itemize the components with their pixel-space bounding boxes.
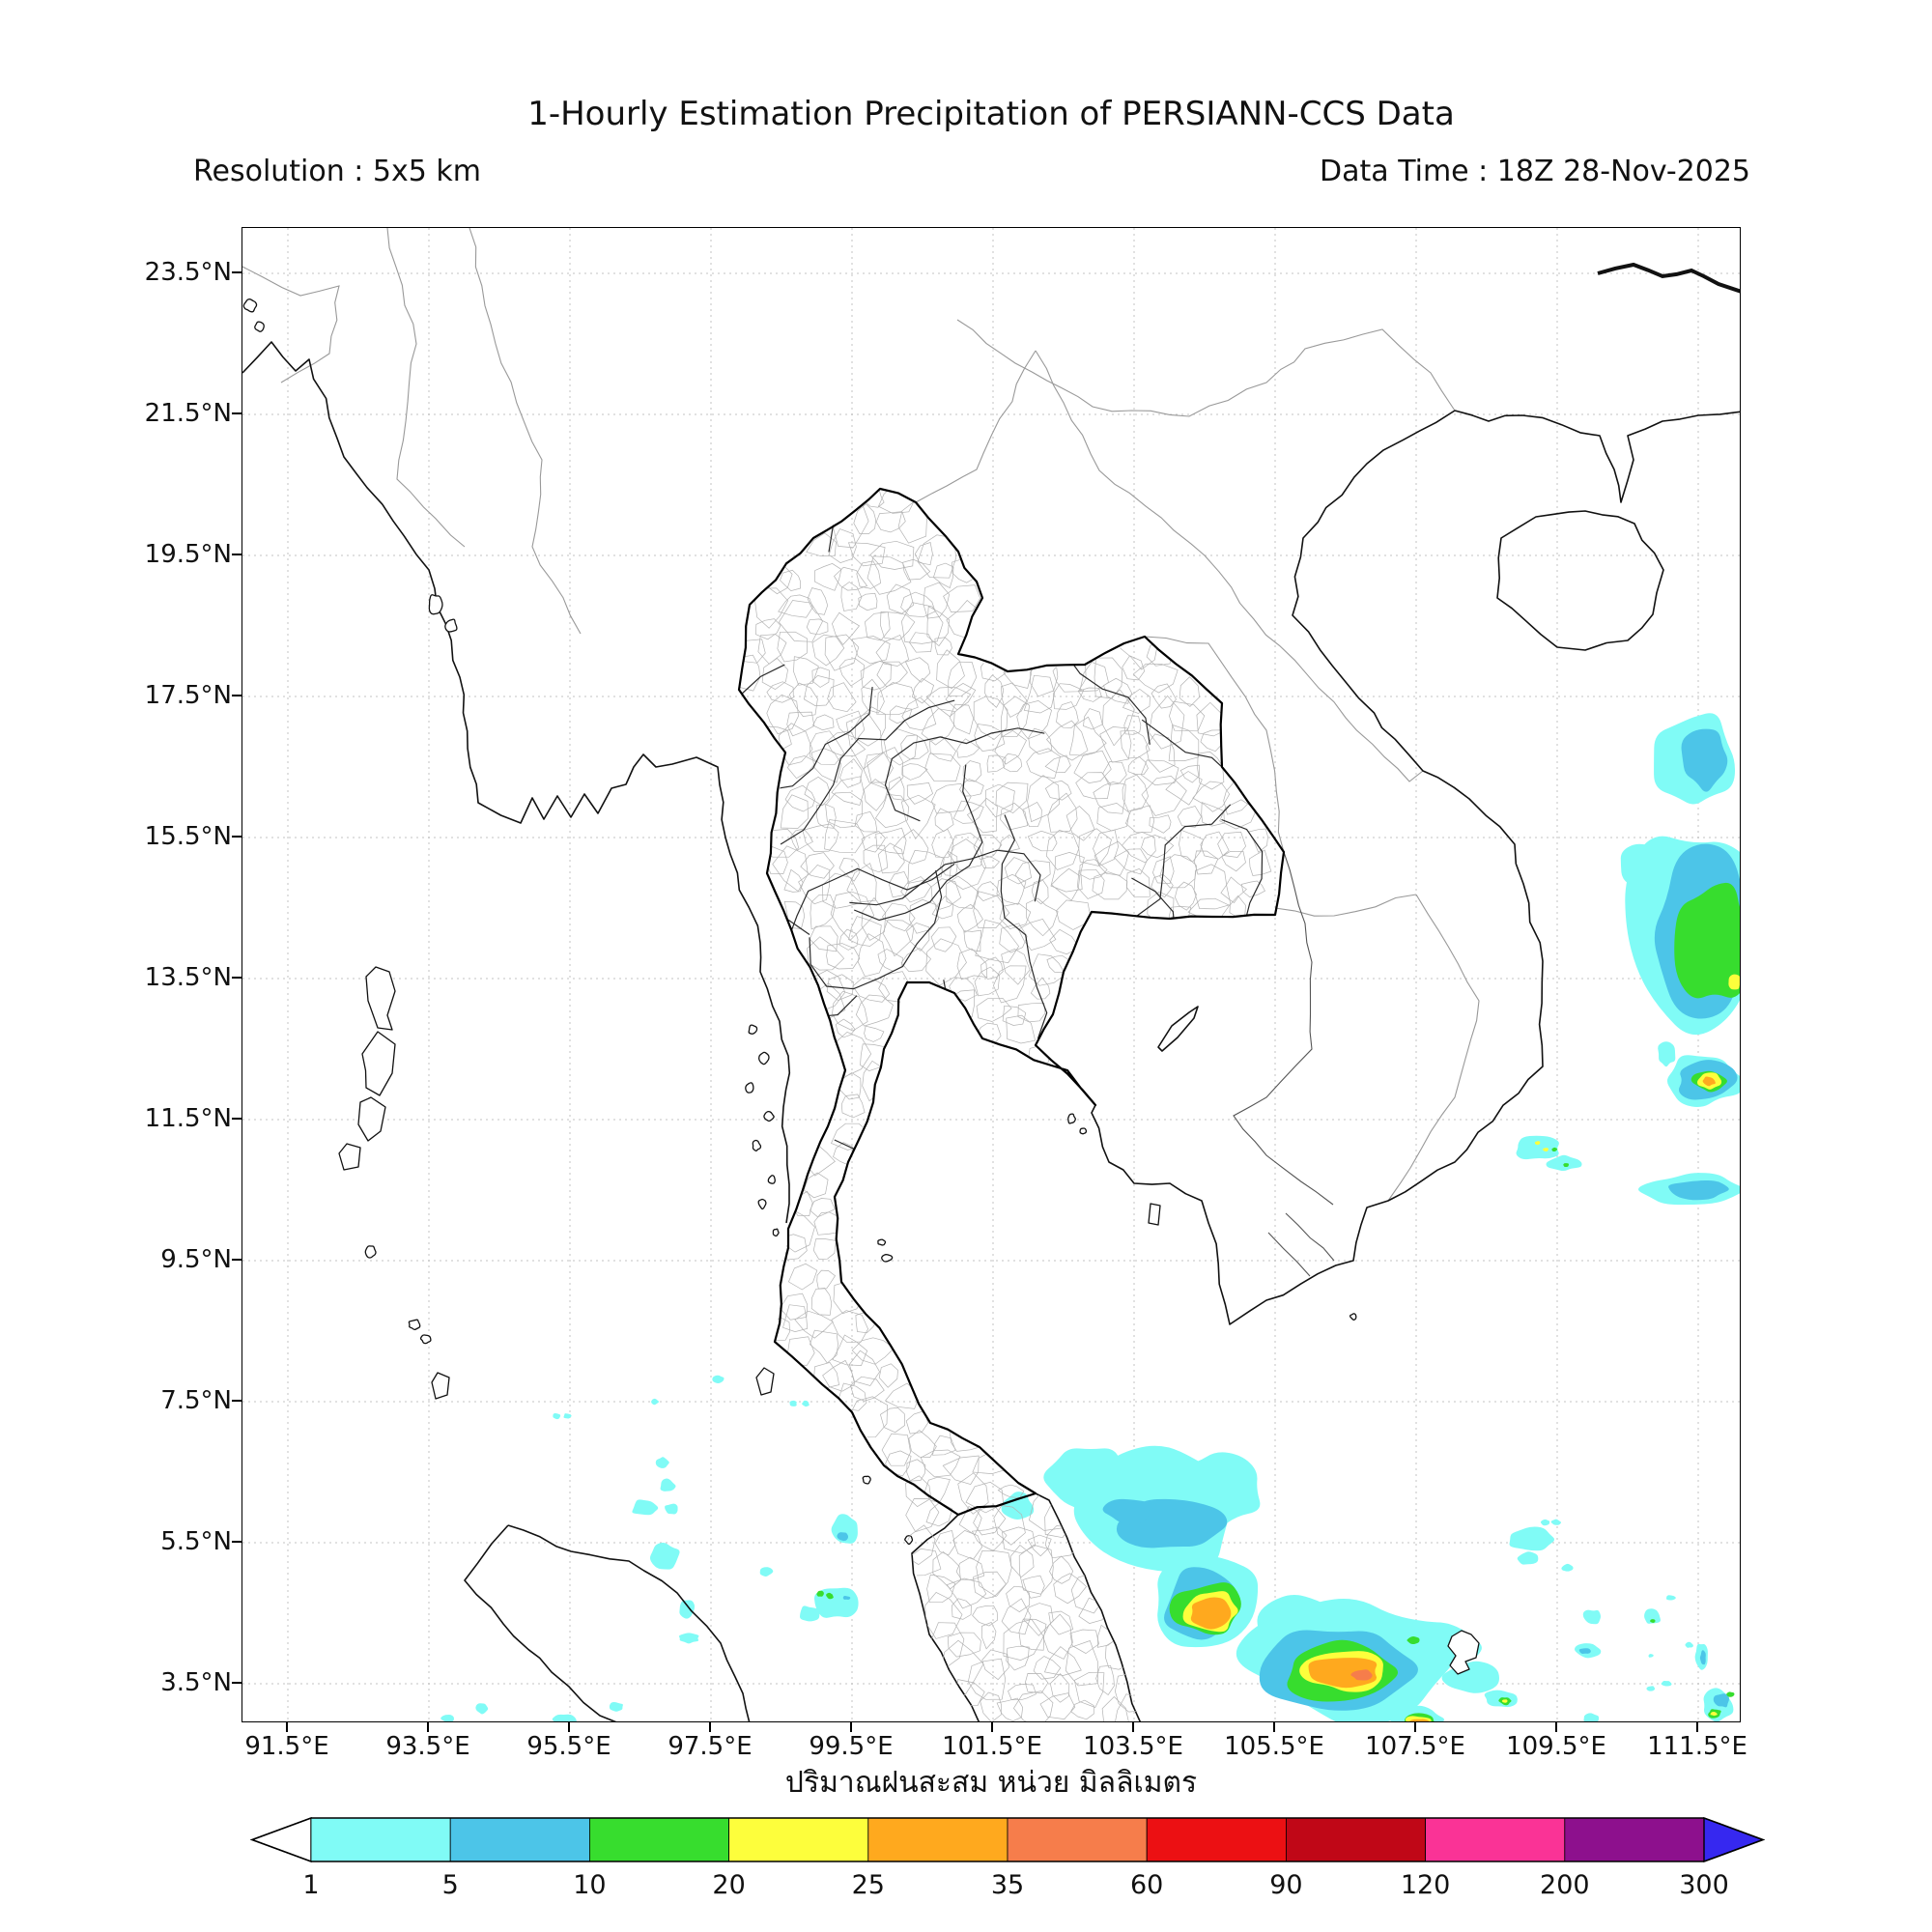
lat-tickmark [232,836,242,838]
lat-tick-label: 3.5°N [160,1668,232,1697]
lon-tick-label: 105.5°E [1224,1732,1324,1761]
colorbar-tick-label: 120 [1400,1870,1451,1900]
data-time-label: Data Time : 18Z 28-Nov-2025 [1320,155,1750,188]
lon-tickmark [1555,1722,1557,1732]
lat-tickmark [232,412,242,414]
unit-caption: ปริมาณฝนสะสม หน่วย มิลลิเมตร [784,1766,1198,1800]
lon-tickmark [709,1722,711,1732]
lon-tick-label: 107.5°E [1365,1732,1465,1761]
lat-tickmark [232,1400,242,1402]
lon-tickmark [1132,1722,1134,1732]
lon-tick-label: 97.5°E [668,1732,753,1761]
lat-tickmark [232,554,242,555]
colorbar-tick-label: 60 [1130,1870,1164,1900]
lat-tickmark [232,977,242,979]
lat-tickmark [232,695,242,696]
lat-tickmark [232,1259,242,1261]
lon-tick-label: 91.5°E [244,1732,329,1761]
lat-tick-label: 17.5°N [144,681,232,710]
colorbar-tick-label: 35 [990,1870,1025,1900]
lon-tick-label: 109.5°E [1506,1732,1606,1761]
colorbar-tick-label: 200 [1540,1870,1590,1900]
lat-tick-label: 7.5°N [160,1386,232,1415]
colorbar-tick-label: 90 [1269,1870,1303,1900]
colorbar-tick-label: 10 [573,1870,607,1900]
lon-tickmark [286,1722,288,1732]
map-frame [242,227,1741,1722]
lat-tick-label: 9.5°N [160,1245,232,1274]
lat-tick-label: 11.5°N [144,1104,232,1133]
lon-tick-label: 101.5°E [942,1732,1042,1761]
resolution-label: Resolution : 5x5 km [193,155,481,188]
map-canvas [242,228,1740,1721]
lat-tick-label: 21.5°N [144,399,232,428]
colorbar-tick-label: 1 [302,1870,320,1900]
lat-tickmark [232,271,242,273]
lon-tick-label: 95.5°E [526,1732,611,1761]
lat-tickmark [232,1541,242,1543]
page-title: 1-Hourly Estimation Precipitation of PER… [527,95,1455,133]
lon-tick-label: 93.5°E [385,1732,470,1761]
colorbar-tick-label: 300 [1679,1870,1729,1900]
colorbar [249,1816,1766,1863]
lat-tick-label: 13.5°N [144,963,232,992]
lon-tickmark [850,1722,852,1732]
lon-tick-label: 99.5°E [809,1732,894,1761]
lon-tickmark [991,1722,993,1732]
lat-tickmark [232,1682,242,1684]
lon-tickmark [427,1722,429,1732]
lat-tick-label: 5.5°N [160,1527,232,1556]
colorbar-tick-label: 25 [851,1870,885,1900]
lon-tickmark [1696,1722,1698,1732]
lon-tickmark [1273,1722,1275,1732]
lon-tickmark [1414,1722,1416,1732]
lat-tick-label: 15.5°N [144,822,232,851]
colorbar-tick-label: 20 [712,1870,746,1900]
lat-tick-label: 19.5°N [144,540,232,569]
lon-tickmark [568,1722,570,1732]
lon-tick-label: 111.5°E [1647,1732,1747,1761]
lat-tickmark [232,1118,242,1120]
lon-tick-label: 103.5°E [1083,1732,1183,1761]
lat-tick-label: 23.5°N [144,258,232,287]
colorbar-tick-label: 5 [441,1870,459,1900]
